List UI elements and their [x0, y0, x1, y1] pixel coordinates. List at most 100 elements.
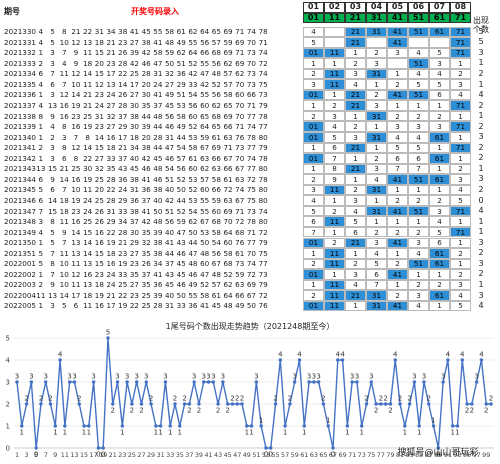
- number-cell: 10: [59, 280, 69, 290]
- number-cell: 25: [83, 111, 93, 121]
- number-cell: 67: [235, 164, 245, 174]
- number-cell: 40: [153, 195, 163, 205]
- number-cell: 18: [94, 280, 104, 290]
- mark-cell: 7: [408, 163, 429, 175]
- mark-cell: 3: [450, 279, 471, 291]
- mark-cell-hit: 51: [408, 58, 429, 69]
- number-cell: 60: [200, 101, 210, 111]
- data-label: 0: [96, 451, 100, 459]
- mark-cell: 1: [429, 100, 450, 111]
- data-label: 0: [331, 451, 335, 459]
- number-cell: 79: [258, 238, 268, 248]
- number-cell: 43: [118, 164, 128, 174]
- col-sub-05: 41: [387, 12, 408, 23]
- number-cell: 52: [188, 122, 198, 132]
- number-cell: 41: [153, 37, 163, 47]
- x-tick-label: 65: [319, 451, 327, 459]
- mark-cell: 3: [387, 47, 408, 59]
- number-cell: 68: [235, 227, 245, 237]
- number-cell: 6: [38, 174, 44, 184]
- data-label: 1: [302, 429, 306, 437]
- mark-cell-hit: 31: [366, 68, 387, 80]
- period-cell: 2021337: [4, 101, 37, 111]
- data-point: [297, 358, 302, 362]
- number-cell: 60: [200, 185, 210, 195]
- number-cell: 56: [164, 217, 175, 227]
- number-cell: 63: [223, 195, 233, 205]
- number-cell: 68: [211, 217, 221, 227]
- number-cell: 32: [141, 238, 151, 248]
- x-tick-label: 31: [157, 451, 165, 459]
- mark-cell: 5: [429, 79, 450, 90]
- number-cell: 2: [38, 58, 44, 68]
- number-cell: 41: [153, 90, 163, 100]
- mark-cell: [324, 26, 345, 38]
- number-cell: 20: [94, 185, 104, 195]
- mark-cell: 2: [450, 248, 471, 259]
- x-tick-label: 17: [90, 451, 98, 459]
- number-cell: 46: [176, 280, 186, 290]
- data-point: [245, 424, 249, 428]
- data-label: 2: [379, 395, 383, 403]
- number-cell: 34: [153, 259, 163, 269]
- period-cell: 2021338: [4, 111, 37, 121]
- number-cell: 25: [83, 217, 93, 227]
- number-cell: 75: [258, 79, 268, 89]
- mark-cell: 4: [303, 195, 324, 206]
- mark-cell: 7: [387, 163, 408, 175]
- data-label: 3: [163, 373, 167, 381]
- number-cell: 69: [235, 37, 245, 47]
- number-cell: 27: [94, 153, 104, 163]
- number-cell: 11: [36, 290, 46, 300]
- data-point: [48, 402, 53, 406]
- number-cell: 8: [61, 122, 67, 132]
- mark-cell: 4: [429, 216, 450, 227]
- data-point: [417, 424, 421, 428]
- data-label: 1: [359, 429, 363, 437]
- mark-cell: [366, 37, 387, 48]
- number-cell: 62: [223, 280, 233, 290]
- mark-cell: 1: [450, 258, 471, 270]
- data-label: 2: [427, 395, 431, 403]
- number-cell: 28: [106, 174, 116, 184]
- number-cell: 77: [258, 259, 268, 269]
- mark-cell: 1: [429, 184, 450, 196]
- data-point: [182, 402, 187, 406]
- period-cell: 2021349: [4, 227, 37, 237]
- number-cell: 63: [235, 174, 245, 184]
- mark-cell-hit: 41: [387, 174, 408, 185]
- number-cell: 55: [153, 27, 163, 37]
- mark-cell: 3: [429, 121, 450, 132]
- number-cell: 53: [188, 195, 198, 205]
- period-cell: 2021347: [4, 206, 37, 216]
- chart-title: 1尾号码个数出现走势趋势（2021248期至今）: [166, 321, 335, 331]
- number-cell: 11: [83, 48, 93, 58]
- number-cell: 56: [188, 101, 198, 111]
- number-cell: 29: [118, 195, 128, 205]
- number-cell: 58: [223, 90, 233, 100]
- mark-cell: 3: [429, 58, 450, 69]
- number-cell: 24: [106, 280, 116, 290]
- number-cell: 36: [188, 301, 198, 311]
- x-tick-label: 3: [25, 451, 29, 459]
- mark-cell: 5: [324, 132, 345, 143]
- count-cell: 1: [478, 227, 484, 237]
- mark-cell-hit: 71: [450, 121, 471, 132]
- count-cell: 1: [478, 163, 484, 173]
- number-cell: 43: [164, 269, 175, 279]
- mark-cell: 4: [429, 68, 450, 80]
- number-cell: 18: [94, 37, 104, 47]
- data-label: 1: [259, 417, 263, 425]
- number-cell: 45: [153, 153, 163, 163]
- data-label: 1: [345, 429, 349, 437]
- mark-cell: 3: [408, 290, 429, 301]
- number-cell: 5: [50, 227, 55, 237]
- number-cell: 59: [223, 37, 233, 47]
- number-cell: 45: [176, 259, 186, 269]
- mark-cell: 1: [450, 110, 471, 122]
- number-cell: 31: [164, 301, 175, 311]
- number-cell: 46: [188, 269, 198, 279]
- number-cell: 5: [50, 238, 55, 248]
- mark-cell-hit: 01: [303, 300, 324, 312]
- mark-cell: [429, 37, 450, 48]
